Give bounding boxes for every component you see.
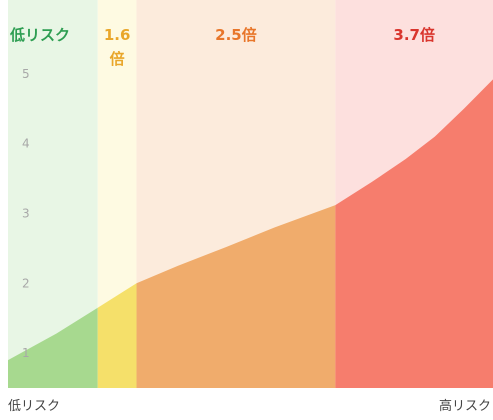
zone-fills — [8, 79, 493, 389]
zone-fill-low — [8, 307, 98, 388]
x-axis-start-label: 低リスク — [8, 399, 60, 414]
y-tick-label: 5 — [22, 67, 30, 81]
y-tick-label: 3 — [22, 206, 30, 220]
y-tick-label: 1 — [22, 346, 30, 360]
zone-fill-3.7x — [335, 79, 493, 389]
zone-label-2.5x: 2.5倍 — [215, 26, 257, 44]
y-tick-label: 4 — [22, 137, 30, 151]
zone-label-1.6x: 1.6 — [104, 26, 131, 44]
zone-fill-2.5x — [136, 205, 336, 388]
zone-labels: 低リスク 1.6 倍 2.5倍 3.7倍 — [9, 26, 435, 68]
zone-label-3.7x: 3.7倍 — [393, 26, 435, 44]
zone-label-low: 低リスク — [9, 26, 70, 44]
y-tick-label: 2 — [22, 276, 30, 290]
zone-fill-1.6x — [97, 283, 137, 388]
x-axis-end-label: 高リスク — [439, 398, 491, 414]
zone-label-1.6x: 倍 — [110, 50, 125, 68]
y-tick-labels: 1 2 3 4 5 — [22, 67, 30, 360]
